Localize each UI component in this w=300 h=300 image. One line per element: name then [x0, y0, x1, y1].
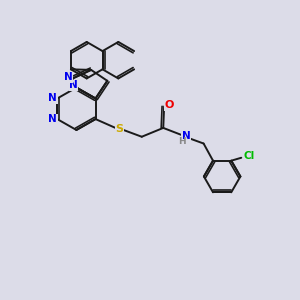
- Text: N: N: [49, 114, 57, 124]
- Text: N: N: [49, 94, 57, 103]
- Text: Cl: Cl: [244, 151, 255, 161]
- Text: N: N: [64, 72, 73, 82]
- Text: O: O: [165, 100, 174, 110]
- Text: N: N: [182, 131, 190, 142]
- Text: N: N: [69, 80, 78, 90]
- Text: S: S: [115, 124, 123, 134]
- Text: H: H: [178, 137, 185, 146]
